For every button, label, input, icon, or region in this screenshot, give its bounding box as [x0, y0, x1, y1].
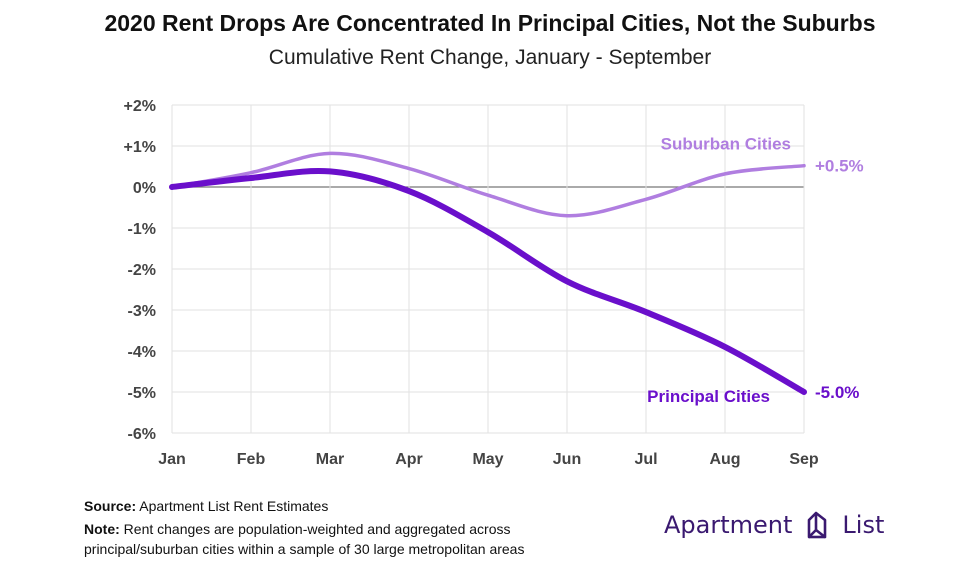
logo-text-apartment: Apartment — [664, 511, 793, 539]
logo-text-list: List — [842, 511, 885, 539]
chart-labels: Suburban Cities +0.5% Principal Cities -5.0… — [647, 135, 864, 406]
chart-series — [169, 151, 807, 395]
apartment-list-logo-icon — [808, 511, 827, 539]
chart-axes: +2% +1% 0% -1% -2% -3% -4% -5% -6%Jan Feb Mar Apr Ma… — [124, 98, 819, 468]
source-note: Source: Apartment List Rent Estimates — [84, 496, 328, 516]
x-tick-label: Mar — [316, 451, 344, 468]
note-label: Note: — [84, 521, 120, 537]
chart-grid — [171, 104, 805, 434]
x-tick-label: Jun — [553, 451, 581, 468]
y-tick-label: +1% — [124, 139, 156, 156]
x-tick-label: Sep — [789, 451, 819, 468]
series-line-principal-cities — [169, 167, 807, 395]
y-tick-label: -1% — [128, 221, 156, 238]
x-tick-label: Apr — [395, 451, 423, 468]
y-tick-label: -4% — [128, 344, 156, 361]
x-tick-label: Jul — [634, 451, 657, 468]
note-line1: Rent changes are population-weighted and… — [119, 521, 511, 537]
y-tick-label: -5% — [128, 385, 156, 402]
y-tick-label: -3% — [128, 303, 156, 320]
method-note: Note: Rent changes are population-weight… — [84, 519, 524, 559]
source-label: Source: — [84, 498, 137, 514]
x-tick-label: Aug — [709, 451, 740, 468]
end-value-label-principal-cities: -5.0% — [815, 383, 859, 402]
x-tick-label: Feb — [237, 451, 266, 468]
y-tick-label: -6% — [128, 426, 156, 443]
note-line2: principal/suburban cities within a sampl… — [84, 541, 525, 557]
series-line-suburban-cities — [170, 151, 806, 218]
y-tick-label: +2% — [124, 98, 156, 115]
source-text: Apartment List Rent Estimates — [136, 498, 329, 514]
end-value-label-suburban-cities: +0.5% — [815, 157, 864, 176]
x-tick-label: Jan — [158, 451, 186, 468]
y-tick-label: -2% — [128, 262, 156, 279]
y-tick-label: 0% — [133, 180, 156, 197]
series-name-suburban-cities: Suburban Cities — [661, 135, 791, 154]
series-name-principal-cities: Principal Cities — [647, 387, 770, 406]
chart-title: 2020 Rent Drops Are Concentrated In Prin… — [104, 10, 876, 36]
apartment-list-logo: Apartment List — [664, 508, 884, 542]
x-tick-label: May — [472, 451, 503, 468]
chart-subtitle: Cumulative Rent Change, January - Septem… — [268, 46, 712, 69]
